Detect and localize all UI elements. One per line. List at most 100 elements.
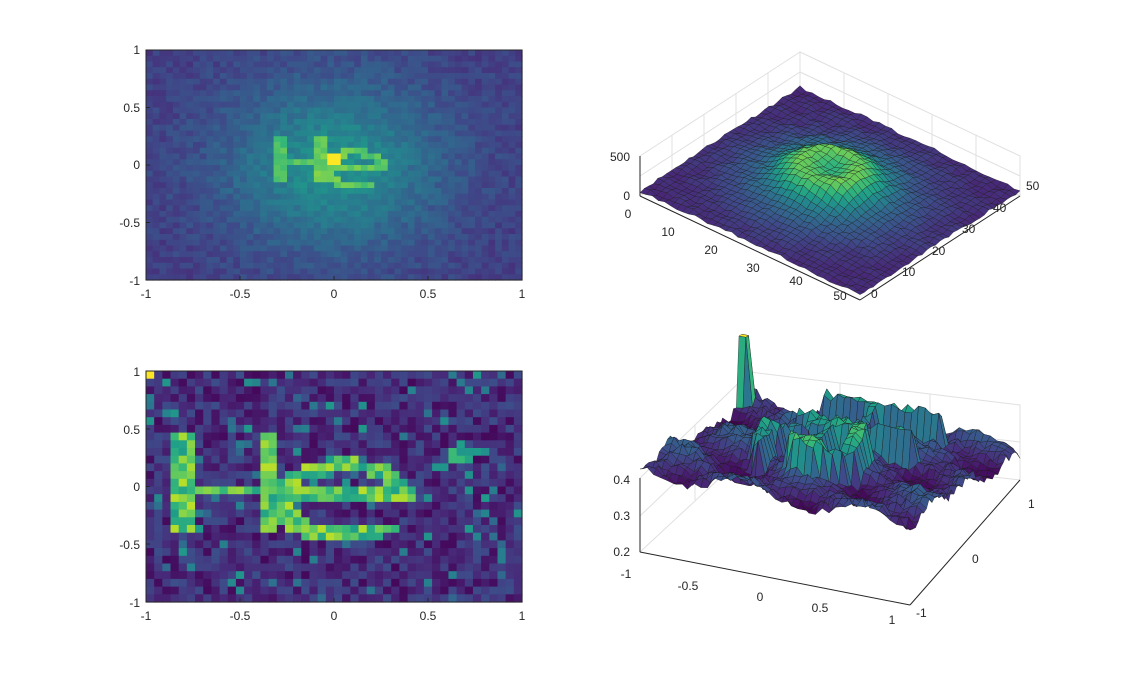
heatmap-cell [464,440,474,449]
heatmap-cell [340,205,349,212]
heatmap-cell [342,478,351,488]
heatmap-cell [307,182,315,189]
heatmap-cell [374,78,382,86]
heatmap-cell [284,525,294,534]
heatmap-cell [193,239,201,247]
heatmap-cell [334,578,343,588]
heatmap-cell [475,113,483,120]
heatmap-cell [391,494,400,503]
heatmap-cell [401,170,409,178]
heatmap-cell [195,386,204,395]
heatmap-cell [448,409,458,418]
heatmap-cell [152,234,161,241]
heatmap-cell [253,170,261,178]
heatmap-cell [284,594,294,603]
heatmap-cell [387,170,396,178]
heatmap-cell [367,119,375,126]
heatmap-cell [481,532,490,541]
heatmap-cell [350,571,360,580]
heatmap-cell [252,401,262,411]
heatmap-cell [399,517,409,526]
heatmap-cell [213,113,221,120]
heatmap-cell [434,119,443,126]
heatmap-cell [301,471,311,480]
heatmap-cell [481,113,490,120]
heatmap-cell [415,401,425,411]
heatmap-cell [432,540,441,549]
heatmap-cell [276,455,286,464]
heatmap-cell [260,147,268,155]
heatmap-cell [166,251,174,258]
heatmap-cell [293,432,302,441]
heatmap-cell [495,262,503,270]
heatmap-cell [358,563,368,572]
heatmap-cell [313,153,322,160]
heatmap-cell [448,274,456,281]
heatmap-cell [320,188,328,195]
heatmap-cell [505,432,515,441]
heatmap-cell [276,578,286,588]
heatmap-cell [475,107,483,114]
heatmap-cell [313,239,322,247]
heatmap-cell [293,540,302,549]
heatmap-cell [407,245,416,252]
heatmap-cell [227,501,237,511]
heatmap-cell [407,494,417,503]
heatmap-cell [172,130,181,137]
heatmap-cell [327,199,335,206]
heatmap-cell [327,61,335,68]
heatmap-cell [374,50,382,57]
heatmap-cell [317,594,327,603]
heatmap-cell [495,142,503,149]
heatmap-cell [454,90,463,97]
heatmap-cell [301,540,311,549]
heatmap-cell [179,193,187,201]
heatmap-cell [401,245,409,252]
heatmap-cell [421,84,429,91]
heatmap-cell [334,509,343,518]
heatmap-cell [193,234,201,241]
heatmap-cell [391,571,400,580]
heatmap-cell [394,251,402,258]
heatmap-cell [428,205,436,212]
heatmap-cell [159,96,167,103]
heatmap-cell [407,96,416,103]
heatmap-cell [441,84,449,91]
heatmap-cell [481,222,490,229]
heatmap-cell [273,274,281,281]
heatmap-cell [394,153,402,160]
heatmap-cell [293,107,302,114]
heatmap-cell [497,532,507,541]
heatmap-cell [260,205,268,212]
heatmap-cell [146,586,155,595]
heatmap-cell [468,96,476,103]
heatmap-cell [309,448,319,457]
heatmap-cell [489,394,499,403]
heatmap-cell [407,188,416,195]
heatmap-cell [227,448,237,457]
heatmap-cell [193,245,201,252]
heatmap-cell [428,67,436,74]
heatmap-cell [381,274,389,281]
heatmap-cell [233,124,241,132]
heatmap-cell [240,216,248,224]
heatmap-cell [481,147,490,155]
heatmap-cell [246,153,255,160]
heatmap-cell [515,67,523,74]
heatmap-cell [307,268,315,275]
heatmap-cell [513,424,523,434]
heatmap-cell [203,517,212,526]
heatmap-cell [186,78,194,86]
heatmap-cell [317,394,327,403]
heatmap-cell [152,222,161,229]
heatmap-cell [415,532,425,541]
heatmap-cell [347,124,355,132]
heatmap-cell [513,501,523,511]
heatmap-cell [428,124,436,132]
heatmap-cell [307,211,315,218]
heatmap-cell [505,571,515,580]
heatmap-cell [501,268,510,275]
heatmap-cell [266,78,275,86]
heatmap-cell [172,107,181,114]
